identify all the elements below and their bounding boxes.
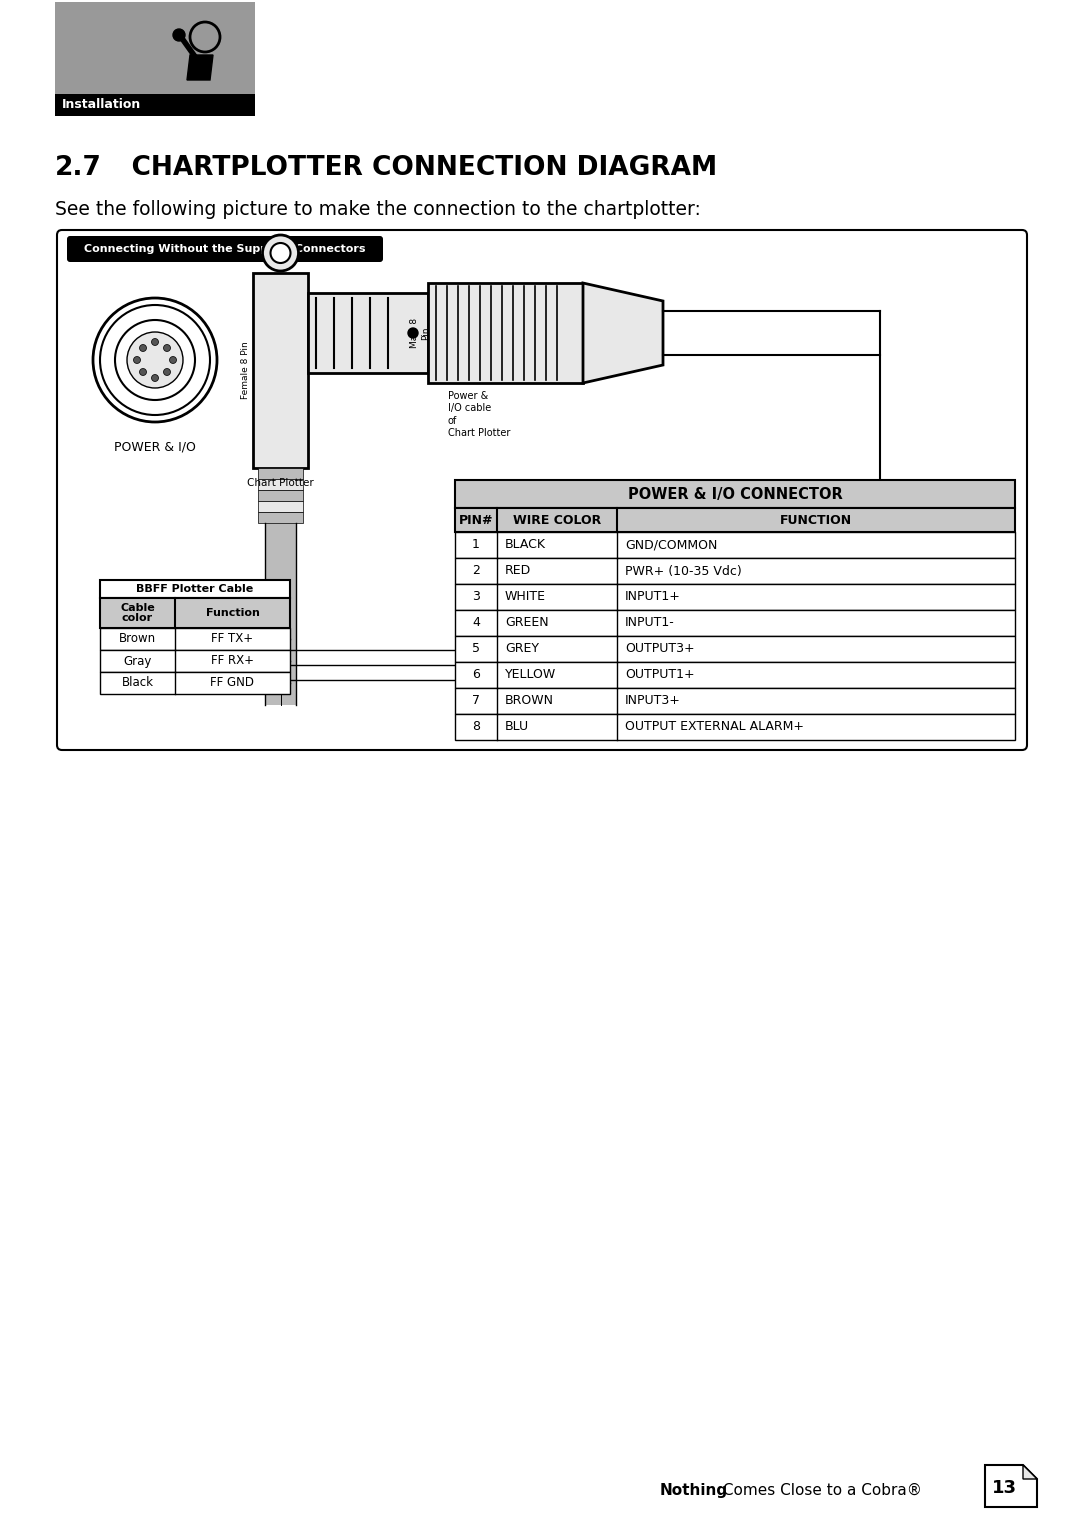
Text: Gray: Gray	[123, 654, 151, 668]
Text: Female 8 Pin: Female 8 Pin	[241, 341, 249, 399]
Circle shape	[134, 356, 140, 364]
FancyBboxPatch shape	[57, 229, 1027, 751]
Text: GND/COMMON: GND/COMMON	[625, 538, 717, 552]
FancyBboxPatch shape	[258, 502, 303, 512]
Text: 5: 5	[472, 642, 480, 656]
Text: Nothing: Nothing	[660, 1483, 728, 1497]
Text: BLACK: BLACK	[505, 538, 546, 552]
FancyBboxPatch shape	[308, 294, 428, 373]
Text: INPUT3+: INPUT3+	[625, 694, 680, 708]
Circle shape	[139, 368, 147, 376]
Text: Chart Plotter: Chart Plotter	[247, 479, 314, 488]
Text: OUTPUT EXTERNAL ALARM+: OUTPUT EXTERNAL ALARM+	[625, 720, 804, 734]
FancyBboxPatch shape	[455, 508, 1015, 532]
Text: OUTPUT1+: OUTPUT1+	[625, 668, 694, 682]
Circle shape	[170, 356, 176, 364]
Text: GREEN: GREEN	[505, 616, 549, 630]
Circle shape	[127, 332, 183, 388]
Text: FUNCTION: FUNCTION	[780, 514, 852, 526]
Text: Power &
I/O cable
of
Chart Plotter: Power & I/O cable of Chart Plotter	[448, 391, 511, 439]
Text: BLU: BLU	[505, 720, 529, 734]
FancyBboxPatch shape	[67, 235, 383, 261]
FancyBboxPatch shape	[100, 650, 291, 673]
Circle shape	[151, 375, 159, 382]
Text: CHARTPLOTTER CONNECTION DIAGRAM: CHARTPLOTTER CONNECTION DIAGRAM	[95, 154, 717, 180]
Circle shape	[408, 329, 418, 338]
Circle shape	[270, 243, 291, 263]
FancyBboxPatch shape	[258, 479, 303, 489]
FancyBboxPatch shape	[455, 714, 1015, 740]
Text: 8: 8	[472, 720, 480, 734]
Text: Installation: Installation	[62, 98, 141, 112]
Text: PWR+ (10-35 Vdc): PWR+ (10-35 Vdc)	[625, 564, 742, 578]
FancyBboxPatch shape	[55, 93, 255, 116]
Text: INPUT1-: INPUT1-	[625, 616, 675, 630]
FancyBboxPatch shape	[100, 673, 291, 694]
FancyBboxPatch shape	[428, 283, 583, 382]
Text: Black: Black	[121, 676, 153, 690]
FancyBboxPatch shape	[258, 512, 303, 523]
FancyBboxPatch shape	[455, 688, 1015, 714]
Text: BBFF Plotter Cable: BBFF Plotter Cable	[136, 584, 254, 593]
Text: FF RX+: FF RX+	[211, 654, 254, 668]
Text: OUTPUT3+: OUTPUT3+	[625, 642, 694, 656]
FancyBboxPatch shape	[455, 558, 1015, 584]
Text: 7: 7	[472, 694, 480, 708]
Text: GREY: GREY	[505, 642, 539, 656]
Text: Function: Function	[205, 609, 259, 618]
Text: 2: 2	[472, 564, 480, 578]
Text: Connecting Without the Supplied Connectors: Connecting Without the Supplied Connecto…	[84, 245, 366, 254]
Text: PIN#: PIN#	[459, 514, 494, 526]
Circle shape	[93, 298, 217, 422]
Text: WIRE COLOR: WIRE COLOR	[513, 514, 602, 526]
FancyBboxPatch shape	[100, 628, 291, 650]
Text: Male 8
Pin: Male 8 Pin	[410, 318, 430, 349]
Text: 3: 3	[472, 590, 480, 604]
Text: FF TX+: FF TX+	[212, 633, 254, 645]
FancyBboxPatch shape	[258, 489, 303, 502]
Circle shape	[163, 368, 171, 376]
Text: See the following picture to make the connection to the chartplotter:: See the following picture to make the co…	[55, 200, 701, 219]
Text: Comes Close to a Cobra®: Comes Close to a Cobra®	[718, 1483, 922, 1497]
FancyBboxPatch shape	[100, 598, 291, 628]
FancyBboxPatch shape	[455, 532, 1015, 558]
Polygon shape	[1023, 1465, 1037, 1479]
Circle shape	[114, 320, 195, 401]
Polygon shape	[187, 55, 213, 80]
Text: 2.7: 2.7	[55, 154, 102, 180]
Circle shape	[190, 21, 220, 52]
FancyBboxPatch shape	[253, 274, 308, 468]
Text: INPUT1+: INPUT1+	[625, 590, 680, 604]
FancyBboxPatch shape	[455, 662, 1015, 688]
Text: 6: 6	[472, 668, 480, 682]
Text: Cable
color: Cable color	[120, 602, 154, 624]
Text: BROWN: BROWN	[505, 694, 554, 708]
Text: FF GND: FF GND	[211, 676, 255, 690]
Text: POWER & I/O CONNECTOR: POWER & I/O CONNECTOR	[627, 486, 842, 502]
Circle shape	[139, 344, 147, 352]
FancyBboxPatch shape	[55, 2, 255, 112]
Polygon shape	[985, 1465, 1037, 1508]
FancyBboxPatch shape	[455, 610, 1015, 636]
FancyBboxPatch shape	[455, 636, 1015, 662]
FancyBboxPatch shape	[258, 468, 303, 479]
Circle shape	[195, 60, 206, 70]
Text: 1: 1	[472, 538, 480, 552]
Text: 13: 13	[991, 1479, 1016, 1497]
Polygon shape	[583, 283, 663, 382]
Circle shape	[262, 235, 298, 271]
Circle shape	[100, 304, 210, 414]
FancyBboxPatch shape	[100, 579, 291, 598]
Text: POWER & I/O: POWER & I/O	[114, 440, 195, 453]
Text: Brown: Brown	[119, 633, 157, 645]
FancyBboxPatch shape	[455, 584, 1015, 610]
Text: WHITE: WHITE	[505, 590, 546, 604]
Text: 4: 4	[472, 616, 480, 630]
Text: YELLOW: YELLOW	[505, 668, 556, 682]
Circle shape	[151, 338, 159, 346]
FancyBboxPatch shape	[455, 480, 1015, 508]
Circle shape	[163, 344, 171, 352]
Text: RED: RED	[505, 564, 531, 578]
Circle shape	[173, 29, 185, 41]
